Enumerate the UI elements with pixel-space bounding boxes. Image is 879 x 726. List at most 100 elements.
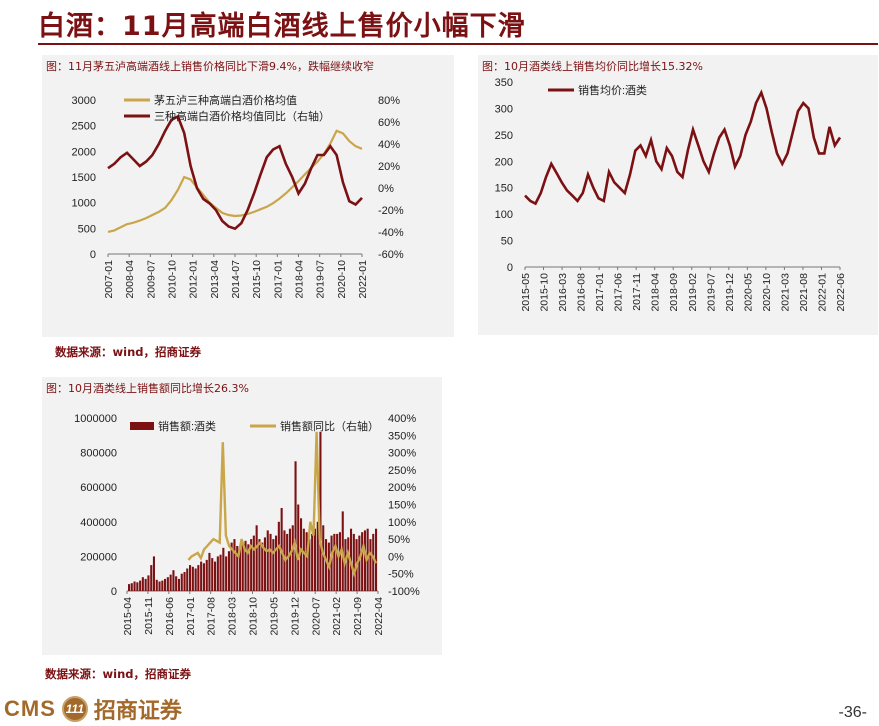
c3-bar	[352, 533, 355, 591]
c3-bar	[194, 568, 197, 591]
title-divider	[38, 43, 878, 45]
c1-x-tick-label: 2008-04	[124, 260, 136, 299]
c3-bar	[369, 539, 372, 591]
c3-bar	[166, 577, 169, 591]
c3-bar	[200, 561, 203, 591]
c3-bar	[152, 556, 155, 591]
c3-bar	[202, 563, 205, 591]
c3-bar	[147, 575, 150, 591]
c3-x-tick-label: 2020-07	[310, 597, 322, 636]
c3-bar	[144, 578, 147, 591]
c1-yleft-tick-label: 2000	[72, 146, 96, 158]
c1-series-price-yoy	[107, 114, 363, 231]
c3-bar	[288, 528, 291, 591]
c3-bar	[150, 565, 153, 591]
c1-yright-tick-label: 0%	[378, 183, 394, 195]
c3-bar	[205, 559, 208, 591]
chart-panel-sales	[42, 377, 442, 655]
c3-bar	[300, 518, 303, 591]
c3-yleft-tick-label: 800000	[80, 448, 117, 460]
c3-yright-tick-label: 100%	[388, 517, 416, 529]
c3-yleft-tick-label: 600000	[80, 482, 117, 494]
c1-yright-tick-label: -40%	[378, 227, 404, 239]
c3-bar	[233, 539, 236, 591]
c3-bar	[225, 556, 228, 591]
c3-yright-tick-label: 350%	[388, 430, 416, 442]
c3-yright-tick-label: -50%	[388, 569, 414, 581]
c3-bar	[239, 547, 242, 592]
c3-bar	[197, 565, 200, 591]
c3-bar	[291, 525, 294, 591]
c3-x-tick-label: 2017-08	[206, 597, 218, 636]
c1-yright-tick-label: 20%	[378, 161, 400, 173]
c2-y-tick-label: 150	[495, 183, 513, 195]
c3-bar	[305, 532, 308, 591]
c3-bar	[272, 539, 275, 591]
c3-yright-tick-label: 250%	[388, 465, 416, 477]
c3-bar	[169, 574, 172, 591]
page-title: 白酒：11月高端白酒线上售价小幅下滑	[38, 11, 526, 42]
c3-bar	[372, 533, 375, 591]
c3-bar	[139, 580, 142, 591]
c3-x-tick-label: 2021-02	[331, 597, 343, 636]
c3-bar	[244, 540, 247, 591]
c1-yleft-tick-label: 1500	[72, 172, 96, 184]
c1-x-tick-label: 2019-07	[315, 260, 327, 299]
c2-legend-label: 销售均价:酒类	[578, 83, 647, 97]
c3-bar	[311, 533, 314, 591]
c3-bar	[155, 579, 158, 591]
c3-bar	[302, 528, 305, 591]
c2-x-tick-label: 2017-01	[594, 273, 606, 312]
c2-x-tick-label: 2016-08	[576, 273, 588, 312]
c3-yright-tick-label: 400%	[388, 413, 416, 425]
c2-x-tick-label: 2017-11	[631, 273, 643, 311]
logo-mark-icon: 111	[61, 696, 88, 722]
c1-x-tick-label: 2020-10	[336, 260, 348, 299]
c3-yright-tick-label: 50%	[388, 534, 410, 546]
c1-yleft-tick-label: 2500	[72, 121, 96, 133]
c2-x-tick-label: 2022-01	[816, 273, 828, 312]
chart-panel-price-mwl	[42, 55, 454, 337]
c3-bar	[227, 551, 230, 591]
c3-bar	[230, 542, 233, 591]
chart3-svg: 0 200000 400000 600000 800000 1000000 -100% -50…	[74, 413, 420, 636]
c2-x-tick-label: 2019-12	[724, 273, 736, 312]
c3-bar	[219, 554, 222, 591]
c2-series-avg-price	[524, 89, 842, 206]
c3-bar	[258, 539, 261, 591]
c2-x-tick-label: 2015-10	[539, 273, 551, 312]
c3-bar	[250, 539, 253, 591]
c3-bar	[216, 556, 219, 591]
c3-bar	[358, 535, 361, 591]
c3-bar	[308, 539, 311, 591]
c1-series-price-mean	[107, 129, 363, 233]
c3-bar	[208, 552, 211, 591]
chart1-source: 数据来源：wind，招商证券	[55, 345, 201, 359]
c3-yleft-tick-label: 1000000	[74, 413, 117, 425]
c1-legend-label-red: 三种高端白酒价格均值同比（右轴）	[154, 109, 330, 123]
c3-bar	[214, 561, 217, 591]
c2-x-tick-label: 2021-08	[798, 273, 810, 312]
c1-yright-tick-label: -60%	[378, 249, 404, 261]
c2-x-tick-label: 2015-05	[520, 273, 532, 312]
c2-x-tick-label: 2022-06	[835, 273, 847, 312]
chart3-title: 图：10月酒类线上销售额同比增长26.3%	[46, 382, 249, 395]
c2-y-tick-label: 100	[495, 209, 513, 221]
c3-bar	[336, 533, 339, 591]
c3-yright-tick-label: 200%	[388, 482, 416, 494]
chart1-title: 图：11月茅五泸高端酒线上销售价格同比下滑9.4%，跌幅继续收窄	[46, 60, 374, 73]
c1-yleft-tick-label: 3000	[72, 95, 96, 107]
c3-x-tick-label: 2015-04	[122, 597, 134, 636]
c3-bar	[319, 431, 322, 591]
c3-bar	[164, 578, 167, 591]
c3-bar	[277, 521, 280, 591]
c3-bar	[141, 577, 144, 591]
c3-bar	[375, 528, 378, 591]
c2-y-tick-label: 50	[501, 236, 513, 248]
c3-bar	[347, 537, 350, 591]
c3-bar	[222, 547, 225, 592]
c1-x-tick-label: 2012-01	[188, 260, 200, 299]
c3-bar	[297, 504, 300, 591]
c3-yright-tick-label: 300%	[388, 448, 416, 460]
c2-x-tick-label: 2019-07	[705, 273, 717, 312]
